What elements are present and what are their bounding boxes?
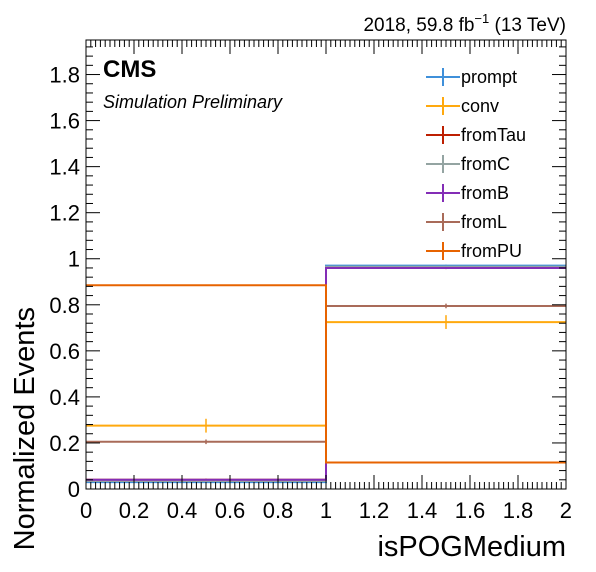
axes-layer: 0 0.2 0.4 0.6 0.8 1 1.2 1.4 1.6 1.8 2 0 0.2 0.4 0.6 0.8… [49,39,572,523]
x-tick-label: 1.2 [359,498,390,523]
simulation-preliminary-label: Simulation Preliminary [103,92,283,112]
legend-item-fromB: fromB [426,183,509,203]
legend: prompt conv fromTau fromC fromB fromL fromPU [426,67,526,261]
legend-item-conv: conv [426,96,499,116]
x-tick-label: 0.4 [167,498,198,523]
x-tick-label: 2 [560,498,572,523]
histogram-layer [86,264,566,484]
y-tick-label: 0.6 [49,339,80,364]
legend-item-fromL: fromL [426,212,507,232]
y-axis-title: Normalized Events [9,307,41,550]
x-tick-label: 0 [80,498,92,523]
y-tick-label: 0.4 [49,385,80,410]
series-line-fromPU [86,284,566,464]
x-axis-title: isPOGMedium [377,531,566,563]
x-tick-label: 1.4 [407,498,438,523]
x-tick-label: 1.8 [503,498,534,523]
legend-label: fromC [461,154,510,174]
x-tick-label: 0.2 [119,498,150,523]
legend-label: prompt [461,67,517,87]
legend-item-fromTau: fromTau [426,125,526,145]
legend-label: conv [461,96,499,116]
x-tick-label: 0.8 [263,498,294,523]
series-fromPU [86,284,566,464]
y-tick-label: 0.8 [49,293,80,318]
legend-label: fromB [461,183,509,203]
lumi-suffix: (13 TeV) [489,15,566,36]
cms-label: CMS [103,56,156,83]
lumi-exponent: −1 [474,11,489,26]
y-tick-label: 0 [68,477,80,502]
legend-item-prompt: prompt [426,67,517,87]
x-tick-label: 1.6 [455,498,486,523]
luminosity-label: 2018, 59.8 fb−1 (13 TeV) [363,11,566,36]
y-tick-label: 1.8 [49,63,80,88]
x-tick-label: 0.6 [215,498,246,523]
lumi-prefix: 2018, 59.8 fb [363,15,474,36]
y-tick-label: 0.2 [49,431,80,456]
y-tick-label: 1.4 [49,155,80,180]
legend-label: fromL [461,212,507,232]
y-tick-label: 1 [68,247,80,272]
x-tick-label: 1 [320,498,332,523]
y-tick-label: 1.6 [49,109,80,134]
legend-label: fromPU [461,241,522,261]
legend-item-fromC: fromC [426,154,510,174]
legend-label: fromTau [461,125,526,145]
legend-item-fromPU: fromPU [426,241,522,261]
y-tick-label: 1.2 [49,201,80,226]
